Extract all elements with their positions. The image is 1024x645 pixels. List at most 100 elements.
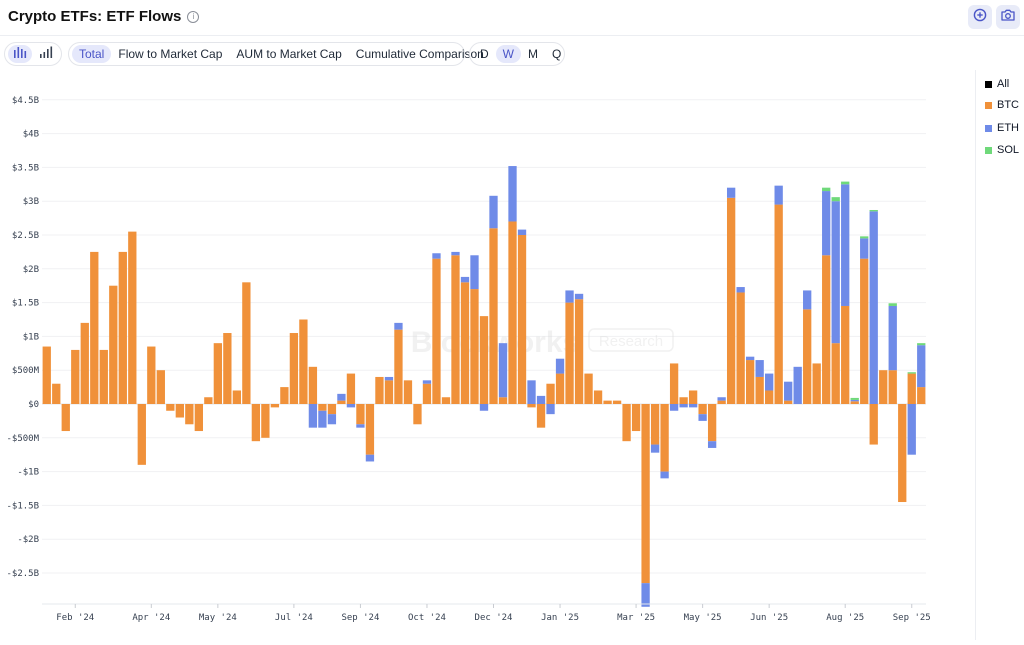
- bar-btc[interactable]: [280, 387, 289, 404]
- bar-btc[interactable]: [517, 235, 527, 404]
- bar-eth[interactable]: [346, 404, 356, 408]
- bar-eth[interactable]: [869, 211, 878, 404]
- add-to-dashboard-button[interactable]: [968, 5, 992, 29]
- bar-btc[interactable]: [641, 404, 650, 584]
- bar-eth[interactable]: [907, 404, 916, 455]
- bar-btc[interactable]: [879, 370, 888, 404]
- tab-flow-to-market-cap[interactable]: Flow to Market Cap: [118, 47, 223, 61]
- bar-eth[interactable]: [841, 184, 850, 306]
- bar-eth[interactable]: [422, 380, 432, 384]
- bar-sol[interactable]: [841, 181, 850, 185]
- bar-btc[interactable]: [726, 197, 736, 404]
- bar-btc[interactable]: [384, 380, 394, 404]
- bar-eth[interactable]: [536, 395, 546, 404]
- bar-eth[interactable]: [793, 366, 802, 404]
- bar-btc[interactable]: [822, 255, 831, 404]
- bar-btc[interactable]: [869, 404, 878, 445]
- bar-btc[interactable]: [717, 400, 726, 404]
- bar-btc[interactable]: [223, 333, 232, 404]
- bar-eth[interactable]: [318, 410, 327, 428]
- bar-eth[interactable]: [850, 399, 859, 402]
- bar-sol[interactable]: [888, 303, 897, 306]
- bar-sol[interactable]: [822, 187, 831, 192]
- info-icon[interactable]: i: [187, 11, 200, 23]
- bar-btc[interactable]: [71, 349, 80, 404]
- bar-btc[interactable]: [422, 383, 432, 404]
- legend-item-btc[interactable]: BTC: [985, 99, 1019, 111]
- bar-btc[interactable]: [574, 299, 584, 404]
- bar-btc[interactable]: [841, 305, 850, 404]
- bar-eth[interactable]: [774, 185, 783, 205]
- bar-btc[interactable]: [508, 221, 517, 404]
- bar-chart-ascending-button[interactable]: [35, 45, 59, 63]
- interval-w[interactable]: W: [495, 45, 521, 63]
- bar-btc[interactable]: [261, 404, 270, 438]
- legend-item-eth[interactable]: ETH: [985, 122, 1019, 134]
- bar-eth[interactable]: [508, 166, 517, 222]
- bar-eth[interactable]: [565, 290, 574, 303]
- bar-eth[interactable]: [660, 471, 669, 479]
- bar-btc[interactable]: [660, 404, 669, 472]
- bar-btc[interactable]: [394, 329, 403, 404]
- bar-eth[interactable]: [574, 293, 584, 300]
- bar-btc[interactable]: [850, 401, 859, 404]
- bar-btc[interactable]: [318, 404, 327, 411]
- bar-btc[interactable]: [688, 390, 698, 404]
- bar-btc[interactable]: [460, 282, 470, 404]
- bar-eth[interactable]: [698, 414, 707, 421]
- bar-eth[interactable]: [736, 287, 745, 293]
- bar-btc[interactable]: [232, 390, 242, 404]
- bar-btc[interactable]: [755, 376, 764, 404]
- bar-btc[interactable]: [327, 404, 337, 415]
- interval-q[interactable]: Q: [552, 47, 562, 61]
- bar-btc[interactable]: [489, 228, 498, 404]
- bar-eth[interactable]: [707, 441, 717, 448]
- bar-btc[interactable]: [99, 349, 108, 404]
- bar-btc[interactable]: [860, 258, 869, 404]
- bar-btc[interactable]: [299, 319, 308, 405]
- bar-eth[interactable]: [745, 356, 755, 361]
- bar-btc[interactable]: [137, 404, 146, 465]
- bar-btc[interactable]: [128, 231, 137, 404]
- bar-btc[interactable]: [175, 404, 184, 418]
- bar-eth[interactable]: [365, 454, 375, 462]
- bar-btc[interactable]: [565, 302, 574, 404]
- bar-btc[interactable]: [432, 258, 441, 404]
- bar-btc[interactable]: [185, 404, 194, 425]
- bar-btc[interactable]: [603, 400, 612, 404]
- bar-eth[interactable]: [479, 404, 489, 411]
- bar-sol[interactable]: [850, 397, 859, 400]
- bar-btc[interactable]: [118, 251, 127, 404]
- bar-btc[interactable]: [612, 400, 622, 404]
- bar-eth[interactable]: [784, 381, 793, 401]
- bar-btc[interactable]: [346, 373, 356, 404]
- bar-eth[interactable]: [755, 360, 764, 377]
- bar-btc[interactable]: [451, 255, 460, 404]
- bar-btc[interactable]: [745, 360, 755, 404]
- bar-eth[interactable]: [517, 229, 527, 235]
- bar-btc[interactable]: [213, 343, 223, 404]
- bar-eth[interactable]: [726, 187, 736, 198]
- bar-eth[interactable]: [650, 444, 660, 453]
- bar-btc[interactable]: [80, 322, 89, 404]
- bar-sol[interactable]: [907, 372, 916, 374]
- bar-chart-button[interactable]: [8, 45, 32, 63]
- bar-eth[interactable]: [394, 322, 403, 330]
- bar-btc[interactable]: [147, 346, 156, 404]
- bar-btc[interactable]: [289, 333, 299, 404]
- bar-btc[interactable]: [90, 251, 99, 404]
- interval-d[interactable]: D: [480, 47, 489, 61]
- bar-eth[interactable]: [803, 290, 812, 310]
- bar-eth[interactable]: [679, 404, 688, 408]
- bar-btc[interactable]: [166, 404, 175, 411]
- legend-item-all[interactable]: All: [985, 78, 1009, 90]
- bar-btc[interactable]: [707, 404, 717, 442]
- bar-btc[interactable]: [375, 376, 384, 404]
- bar-btc[interactable]: [812, 363, 821, 404]
- bar-btc[interactable]: [270, 404, 280, 408]
- bar-btc[interactable]: [546, 383, 555, 404]
- bar-eth[interactable]: [831, 201, 840, 344]
- bar-eth[interactable]: [888, 305, 897, 371]
- bar-btc[interactable]: [498, 397, 508, 404]
- bar-eth[interactable]: [688, 404, 698, 408]
